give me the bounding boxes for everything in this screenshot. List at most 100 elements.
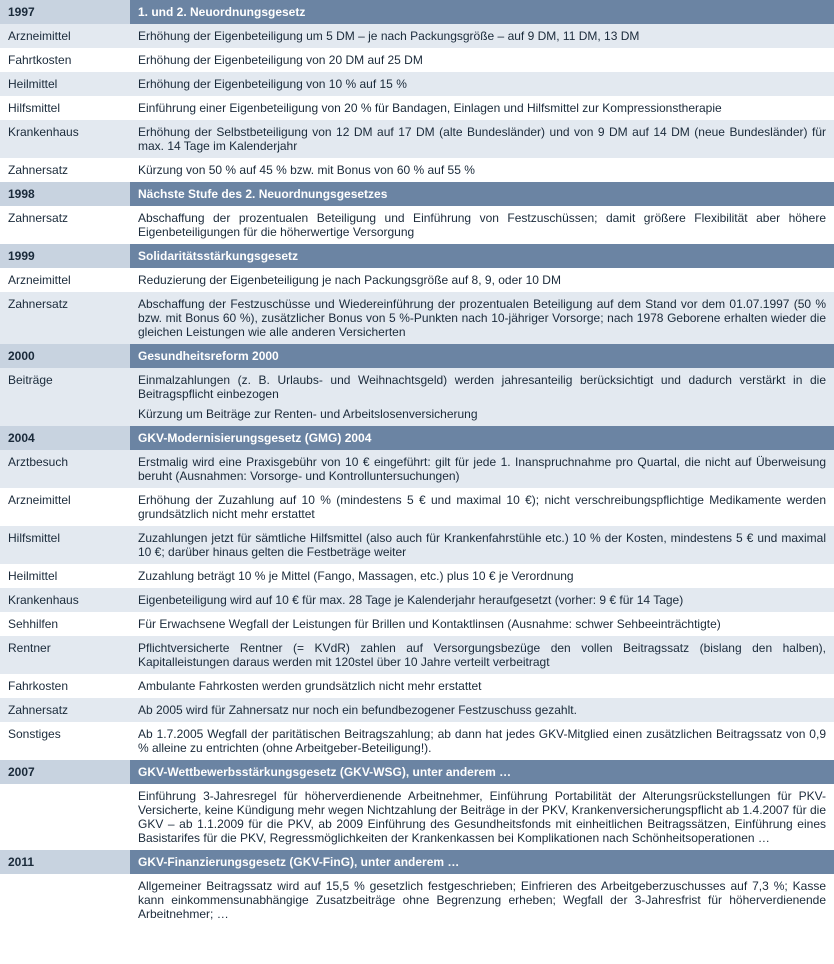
label-cell: Hilfsmittel [0,96,130,120]
table-row: 2007 GKV-Wettbewerbsstärkungsgesetz (GKV-… [0,760,834,784]
label-cell: Zahnersatz [0,206,130,244]
label-cell: Krankenhaus [0,120,130,158]
row-label: Arzneimittel [8,493,71,507]
label-cell: Arztbesuch [0,450,130,488]
label-cell: Krankenhaus [0,588,130,612]
row-text: Einmalzahlungen (z. B. Urlaubs- und Weih… [138,373,826,401]
title-cell: GKV-Wettbewerbsstärkungsgesetz (GKV-WSG)… [130,760,834,784]
row-label: Arztbesuch [8,455,68,469]
row-label: Hilfsmittel [8,101,60,115]
section-title: GKV-Finanzierungsgesetz (GKV-FinG), unte… [138,855,459,869]
table-row: Beiträge Einmalzahlungen (z. B. Urlaubs- … [0,368,834,426]
section-title: Solidaritätsstärkungsgesetz [138,249,298,263]
row-text: Ab 2005 wird für Zahnersatz nur noch ein… [138,703,826,717]
table-row: 1998 Nächste Stufe des 2. Neuordnungsgese… [0,182,834,206]
row-label: Sonstiges [8,727,61,741]
table-row: Fahrkosten Ambulante Fahrkosten werden gr… [0,674,834,698]
title-cell: Gesundheitsreform 2000 [130,344,834,368]
row-text: Erhöhung der Eigenbeteiligung um 5 DM – … [138,29,826,43]
row-text: Erhöhung der Eigenbeteiligung von 10 % a… [138,77,826,91]
label-cell: Heilmittel [0,564,130,588]
year-cell: 1998 [0,182,130,206]
label-cell: Beiträge [0,368,130,426]
text-cell: Zuzahlung beträgt 10 % je Mittel (Fango,… [130,564,834,588]
row-label: Zahnersatz [8,703,68,717]
row-label: Hilfsmittel [8,531,60,545]
year-label: 2004 [8,431,35,445]
row-text: Abschaffung der prozentualen Beteiligung… [138,211,826,239]
year-label: 2000 [8,349,35,363]
label-cell: Zahnersatz [0,158,130,182]
table-row: Krankenhaus Eigenbeteiligung wird auf 10 … [0,588,834,612]
row-text: Ambulante Fahrkosten werden grundsätzlic… [138,679,826,693]
table-row: 2004 GKV-Modernisierungsgesetz (GMG) 2004 [0,426,834,450]
label-cell: Fahrkosten [0,674,130,698]
row-label: Zahnersatz [8,297,68,311]
row-text: Für Erwachsene Wegfall der Leistungen fü… [138,617,826,631]
table-row: Krankenhaus Erhöhung der Selbstbeteiligun… [0,120,834,158]
label-cell: Sehhilfen [0,612,130,636]
label-cell: Fahrtkosten [0,48,130,72]
text-cell: Allgemeiner Beitragssatz wird auf 15,5 %… [130,874,834,926]
table-row: Rentner Pflichtversicherte Rentner (= KVd… [0,636,834,674]
text-cell: Ab 1.7.2005 Wegfall der paritätischen Be… [130,722,834,760]
row-text: Eigenbeteiligung wird auf 10 € für max. … [138,593,826,607]
row-label: Arzneimittel [8,273,71,287]
title-cell: Nächste Stufe des 2. Neuordnungsgesetzes [130,182,834,206]
table-row: HeilmittelErhöhung der Eigenbeteiligung … [0,72,834,96]
year-label: 2007 [8,765,35,779]
section-title: Gesundheitsreform 2000 [138,349,279,363]
year-label: 2011 [8,855,34,869]
label-cell: Arzneimittel [0,488,130,526]
year-cell: 1999 [0,244,130,268]
text-cell: Kürzung von 50 % auf 45 % bzw. mit Bonus… [130,158,834,182]
table-row: 2011 GKV-Finanzierungsgesetz (GKV-FinG), … [0,850,834,874]
title-cell: 1. und 2. Neuordnungsgesetz [130,0,834,24]
row-text: Erstmalig wird eine Praxisgebühr von 10 … [138,455,826,483]
row-label: Zahnersatz [8,211,68,225]
row-text: Kürzung von 50 % auf 45 % bzw. mit Bonus… [138,163,826,177]
section-title: Nächste Stufe des 2. Neuordnungsgesetzes [138,187,387,201]
section-title: GKV-Wettbewerbsstärkungsgesetz (GKV-WSG)… [138,765,511,779]
table-row: 1997 1. und 2. Neuordnungsgesetz [0,0,834,24]
table-row: Arztbesuch Erstmalig wird eine Praxisgebü… [0,450,834,488]
row-label: Krankenhaus [8,125,79,139]
section-title: GKV-Modernisierungsgesetz (GMG) 2004 [138,431,371,445]
reform-table: 1997 1. und 2. Neuordnungsgesetz Arzneimit… [0,0,834,926]
text-cell: Ab 2005 wird für Zahnersatz nur noch ein… [130,698,834,722]
row-text: Zuzahlungen jetzt für sämtliche Hilfsmit… [138,531,826,559]
row-text: Reduzierung der Eigenbeteiligung je nach… [138,273,826,287]
label-cell: Zahnersatz [0,292,130,344]
table-row: Zahnersatz Abschaffung der prozentualen B… [0,206,834,244]
label-cell [0,784,130,850]
text-cell: Einführung einer Eigenbeteiligung von 20… [130,96,834,120]
year-cell: 1997 [0,0,130,24]
row-text: Einführung 3-Jahresregel für höherverdie… [138,789,826,845]
row-label: Beiträge [8,373,53,387]
table-row: Arzneimittel Erhöhung der Zuzahlung auf 1… [0,488,834,526]
year-cell: 2004 [0,426,130,450]
year-label: 1997 [8,5,35,19]
year-label: 1998 [8,187,35,201]
year-cell: 2011 [0,850,130,874]
row-text: Abschaffung der Festzuschüsse und Wieder… [138,297,826,339]
table-row: Zahnersatz Ab 2005 wird für Zahnersatz nu… [0,698,834,722]
row-text: Pflichtversicherte Rentner (= KVdR) zahl… [138,641,826,669]
title-cell: GKV-Modernisierungsgesetz (GMG) 2004 [130,426,834,450]
row-text: Erhöhung der Zuzahlung auf 10 % (mindest… [138,493,826,521]
label-cell [0,874,130,926]
row-label: Rentner [8,641,51,655]
section-title: 1. und 2. Neuordnungsgesetz [138,5,305,19]
row-text-2: Kürzung um Beiträge zur Renten- und Arbe… [138,407,826,421]
text-cell: Erhöhung der Selbstbeteiligung von 12 DM… [130,120,834,158]
text-cell: Zuzahlungen jetzt für sämtliche Hilfsmit… [130,526,834,564]
table-row: HeilmittelZuzahlung beträgt 10 % je Mitt… [0,564,834,588]
text-cell: Erhöhung der Eigenbeteiligung von 10 % a… [130,72,834,96]
label-cell: Rentner [0,636,130,674]
row-label: Sehhilfen [8,617,58,631]
table-row: 1999 Solidaritätsstärkungsgesetz [0,244,834,268]
title-cell: Solidaritätsstärkungsgesetz [130,244,834,268]
label-cell: Sonstiges [0,722,130,760]
text-cell: Ambulante Fahrkosten werden grundsätzlic… [130,674,834,698]
table-row: Einführung 3-Jahresregel für höherverdie… [0,784,834,850]
